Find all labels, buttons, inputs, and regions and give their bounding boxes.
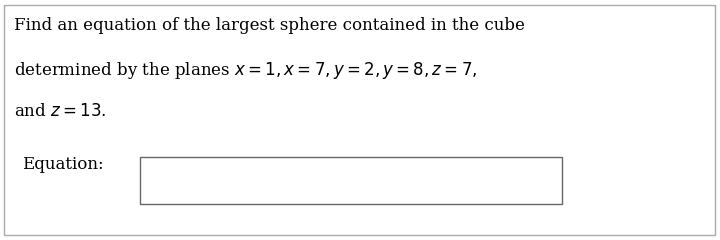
FancyBboxPatch shape: [4, 5, 715, 235]
Text: determined by the planes $x = 1, x = 7, y = 2, y = 8, z = 7,$: determined by the planes $x = 1, x = 7, …: [14, 60, 478, 81]
Text: Equation:: Equation:: [22, 156, 103, 173]
Text: and $z = 13$.: and $z = 13$.: [14, 103, 107, 120]
FancyBboxPatch shape: [140, 157, 562, 204]
Text: Find an equation of the largest sphere contained in the cube: Find an equation of the largest sphere c…: [14, 17, 526, 34]
